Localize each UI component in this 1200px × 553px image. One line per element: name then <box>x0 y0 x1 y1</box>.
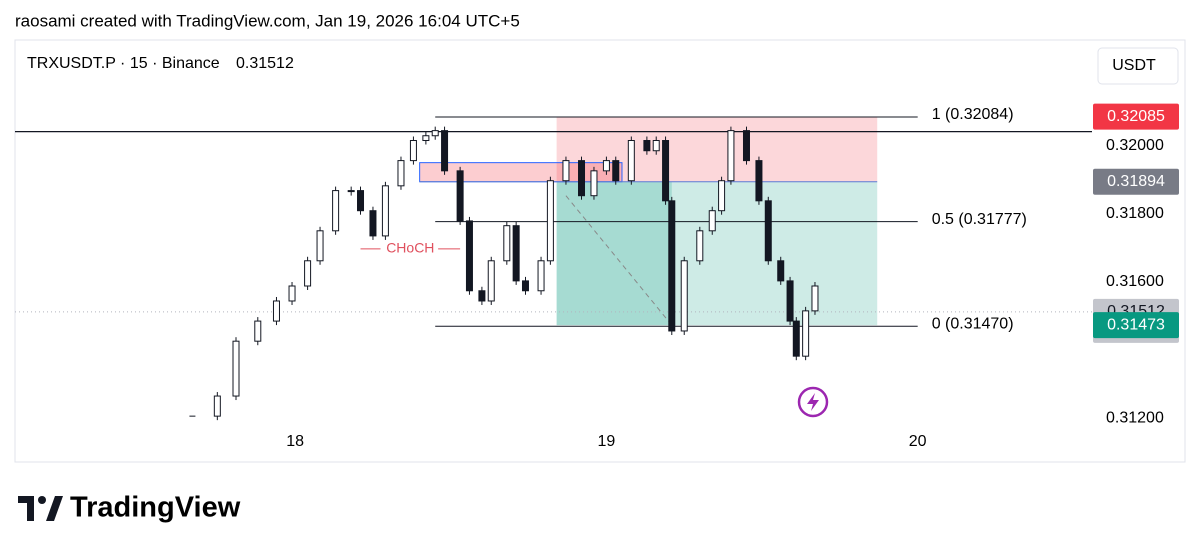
candle-body <box>727 130 735 182</box>
x-tick-label: 18 <box>286 433 304 450</box>
fib-label: 0 (0.31470) <box>932 315 1014 332</box>
candle-body <box>254 320 262 342</box>
currency-button[interactable] <box>1097 47 1179 85</box>
last-price: 0.31512 <box>236 55 294 72</box>
candle-body <box>562 160 570 182</box>
fib-label: 0.5 (0.31777) <box>932 211 1027 228</box>
candle-body <box>456 170 464 222</box>
symbol: TRXUSDT.P · 15 · Binance <box>27 55 220 72</box>
candle-body <box>612 160 620 182</box>
candle-body <box>369 210 377 237</box>
candle-body <box>742 130 750 162</box>
candle-body <box>422 135 430 142</box>
trend-path <box>565 195 673 326</box>
candle-body <box>304 260 312 287</box>
logo-mark <box>18 496 63 521</box>
candle-body <box>478 290 486 302</box>
y-tick-label: 0.31200 <box>1106 409 1164 426</box>
candle-body <box>668 200 676 332</box>
candle-body <box>288 285 296 302</box>
candle-body <box>811 285 819 312</box>
price-tag-label: 0.31894 <box>1107 173 1165 190</box>
candle-body <box>397 160 405 187</box>
choch-label: CHoCH <box>386 240 434 256</box>
candle-body <box>578 160 586 197</box>
y-tick-label: 0.32000 <box>1106 137 1164 154</box>
credit: raosami created with TradingView.com, Ja… <box>15 11 520 30</box>
candle-body <box>441 130 449 172</box>
candle-body <box>755 160 763 202</box>
candle-body <box>652 140 660 152</box>
currency: USDT <box>1112 57 1156 74</box>
candle-body <box>786 280 794 322</box>
chart-frame <box>14 39 1186 463</box>
price-tag <box>1093 312 1179 339</box>
candle-body <box>777 260 785 282</box>
logo-text: TradingView <box>70 492 241 524</box>
candle-body <box>332 190 340 232</box>
price-tag-label: 0.31473 <box>1107 316 1165 333</box>
candle-body <box>680 260 688 332</box>
candle-body <box>503 225 511 262</box>
candle-body <box>718 180 726 212</box>
candle-body <box>409 140 417 162</box>
candle-body <box>521 280 529 292</box>
x-tick-label: 19 <box>598 433 616 450</box>
candle-body <box>792 320 800 357</box>
candle-body <box>316 230 324 262</box>
fib-label: 1 (0.32084) <box>932 106 1014 123</box>
candle-body <box>232 340 240 397</box>
candle-body <box>696 230 704 262</box>
candle-body <box>546 180 554 262</box>
candle-body <box>602 160 610 172</box>
candle-body <box>643 140 651 152</box>
plot: 0.32000 0.31800 0.31600 0.31200 18 19 20 1 (0.3… <box>15 106 1164 450</box>
candle-body <box>465 220 473 292</box>
candle-body <box>213 395 221 417</box>
stop-zone <box>556 116 878 182</box>
candle-body <box>627 140 635 182</box>
candle-body <box>512 225 520 282</box>
candle-body <box>590 170 598 197</box>
y-tick-label: 0.31600 <box>1106 273 1164 290</box>
price-tag <box>1093 103 1179 130</box>
candle-body <box>272 300 280 322</box>
target-zone <box>556 181 878 326</box>
price-tag-label: 0.32085 <box>1107 108 1165 125</box>
candle-body <box>347 190 355 193</box>
candle-body <box>381 185 389 237</box>
candle-body <box>662 140 670 202</box>
candle-body <box>431 130 439 137</box>
price-tag <box>1093 168 1179 195</box>
candle-body <box>357 190 365 212</box>
x-tick-label: 20 <box>909 433 927 450</box>
alert-bolt <box>807 393 819 411</box>
candle-body <box>708 210 716 232</box>
candle-body <box>487 260 495 302</box>
candle-body <box>764 200 772 262</box>
candle-body <box>537 260 545 292</box>
y-tick-label: 0.31800 <box>1106 205 1164 222</box>
candle-body <box>802 310 810 357</box>
